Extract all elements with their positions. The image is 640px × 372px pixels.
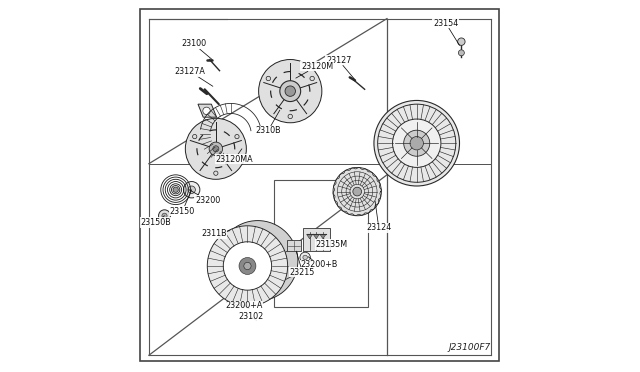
Circle shape <box>207 226 287 306</box>
Text: 23124: 23124 <box>366 201 392 232</box>
Text: 23200+A: 23200+A <box>225 301 262 310</box>
Text: 23200: 23200 <box>189 190 220 205</box>
Text: 2311B: 2311B <box>201 229 230 238</box>
Circle shape <box>285 86 296 96</box>
Circle shape <box>410 137 424 150</box>
Circle shape <box>209 142 223 155</box>
Text: 23135M: 23135M <box>316 239 348 249</box>
Text: 23127A: 23127A <box>174 67 213 86</box>
Circle shape <box>287 88 293 94</box>
Text: J23100F7: J23100F7 <box>449 343 491 352</box>
Circle shape <box>288 114 292 119</box>
Text: 23100: 23100 <box>181 39 212 60</box>
Circle shape <box>159 210 170 222</box>
Circle shape <box>284 84 297 98</box>
Circle shape <box>223 242 271 290</box>
Circle shape <box>239 257 256 275</box>
Circle shape <box>162 213 167 218</box>
Circle shape <box>310 76 314 81</box>
Polygon shape <box>320 234 326 239</box>
Polygon shape <box>307 234 312 239</box>
Polygon shape <box>314 234 319 239</box>
Circle shape <box>235 134 239 139</box>
Text: 23120M: 23120M <box>296 62 333 78</box>
Circle shape <box>280 81 301 102</box>
Text: 23120MA: 23120MA <box>216 149 253 164</box>
Circle shape <box>303 255 307 260</box>
FancyBboxPatch shape <box>303 228 330 251</box>
Circle shape <box>193 134 197 139</box>
Circle shape <box>404 130 429 156</box>
Text: 23150: 23150 <box>170 190 195 216</box>
Circle shape <box>259 60 322 123</box>
Circle shape <box>458 38 465 45</box>
Circle shape <box>300 252 310 263</box>
Circle shape <box>173 187 179 192</box>
Text: 23154: 23154 <box>433 19 460 45</box>
Circle shape <box>244 262 251 270</box>
Circle shape <box>184 182 200 198</box>
Text: 23102: 23102 <box>239 312 264 321</box>
Circle shape <box>353 187 362 196</box>
Text: 23127: 23127 <box>326 56 354 79</box>
Polygon shape <box>198 104 216 117</box>
FancyBboxPatch shape <box>140 9 499 361</box>
Circle shape <box>458 50 465 56</box>
Text: 23150B: 23150B <box>140 216 171 227</box>
Circle shape <box>333 167 381 216</box>
FancyBboxPatch shape <box>287 240 301 251</box>
Circle shape <box>203 107 211 115</box>
Circle shape <box>392 119 441 167</box>
Circle shape <box>218 221 298 301</box>
Circle shape <box>374 100 460 186</box>
Circle shape <box>214 171 218 175</box>
Text: 23200+B: 23200+B <box>301 257 338 269</box>
Circle shape <box>266 76 271 81</box>
Circle shape <box>186 118 246 179</box>
Text: 23215: 23215 <box>290 251 316 277</box>
Circle shape <box>212 146 219 152</box>
Circle shape <box>188 186 195 193</box>
Text: 2310B: 2310B <box>255 110 281 135</box>
